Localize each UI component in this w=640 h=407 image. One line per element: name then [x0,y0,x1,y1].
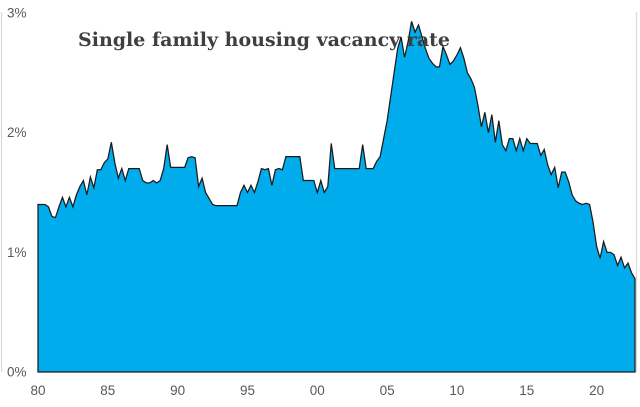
x-axis-tick-label-80: 80 [30,383,45,398]
x-axis-tick-label-10: 10 [449,383,464,398]
x-axis-tick-label-90: 90 [170,383,185,398]
x-axis-tick-label-20: 20 [589,383,604,398]
x-axis-tick-label-00: 00 [310,383,325,398]
x-axis-tick-label-95: 95 [240,383,255,398]
x-axis-tick-label-85: 85 [100,383,115,398]
x-axis-tick-label-15: 15 [519,383,534,398]
y-axis-tick-label-0: 0% [7,365,27,380]
chart-title: Single family housing vacancy rate [78,29,451,51]
y-axis: 3% 2% 1% 0% [7,6,27,380]
y-axis-tick-label-2: 2% [7,125,27,140]
x-axis: 80 85 90 95 00 05 10 15 20 [30,383,604,398]
x-axis-tick-label-05: 05 [380,383,395,398]
y-axis-tick-label-3: 3% [7,6,27,21]
area-series-vacancy-rate [37,21,636,373]
y-axis-tick-label-1: 1% [7,245,27,260]
